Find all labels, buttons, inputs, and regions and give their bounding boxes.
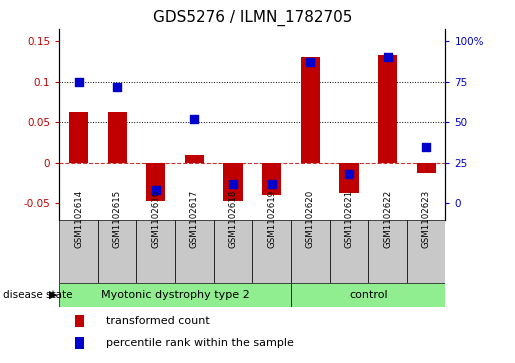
- Point: [345, 171, 353, 177]
- Point: [113, 84, 122, 90]
- Text: GSM1102618: GSM1102618: [229, 190, 237, 248]
- Bar: [214, 220, 252, 283]
- Text: transformed count: transformed count: [106, 316, 209, 326]
- Bar: [98, 220, 136, 283]
- Text: GSM1102615: GSM1102615: [113, 190, 122, 248]
- Point: [152, 188, 160, 193]
- Bar: [378, 55, 397, 163]
- Bar: [136, 220, 175, 283]
- Text: ▶: ▶: [49, 290, 58, 300]
- Text: GSM1102617: GSM1102617: [190, 190, 199, 248]
- Bar: [108, 112, 127, 163]
- Bar: [339, 163, 358, 193]
- Text: GSM1102622: GSM1102622: [383, 190, 392, 248]
- Text: percentile rank within the sample: percentile rank within the sample: [106, 338, 294, 348]
- Text: GSM1102620: GSM1102620: [306, 190, 315, 248]
- Bar: [59, 220, 98, 283]
- Bar: [75, 315, 84, 327]
- Bar: [175, 220, 214, 283]
- Bar: [407, 220, 445, 283]
- Text: GSM1102619: GSM1102619: [267, 190, 276, 248]
- Bar: [146, 163, 165, 201]
- Bar: [368, 220, 407, 283]
- Bar: [291, 283, 445, 307]
- Title: GDS5276 / ILMN_1782705: GDS5276 / ILMN_1782705: [152, 10, 352, 26]
- Point: [383, 54, 392, 60]
- Bar: [291, 220, 330, 283]
- Bar: [417, 163, 436, 174]
- Point: [422, 144, 431, 150]
- Point: [306, 60, 314, 65]
- Bar: [252, 220, 291, 283]
- Text: control: control: [349, 290, 388, 300]
- Text: Myotonic dystrophy type 2: Myotonic dystrophy type 2: [101, 290, 249, 300]
- Bar: [262, 163, 281, 195]
- Text: disease state: disease state: [3, 290, 72, 300]
- Bar: [301, 57, 320, 163]
- Text: GSM1102616: GSM1102616: [151, 190, 160, 248]
- Text: GSM1102623: GSM1102623: [422, 190, 431, 248]
- Point: [191, 116, 199, 122]
- Bar: [59, 283, 291, 307]
- Point: [74, 79, 82, 85]
- Bar: [75, 337, 84, 349]
- Bar: [185, 155, 204, 163]
- Text: GSM1102614: GSM1102614: [74, 190, 83, 248]
- Bar: [69, 112, 88, 163]
- Text: GSM1102621: GSM1102621: [345, 190, 353, 248]
- Bar: [224, 163, 243, 201]
- Point: [229, 181, 237, 187]
- Point: [268, 181, 276, 187]
- Bar: [330, 220, 368, 283]
